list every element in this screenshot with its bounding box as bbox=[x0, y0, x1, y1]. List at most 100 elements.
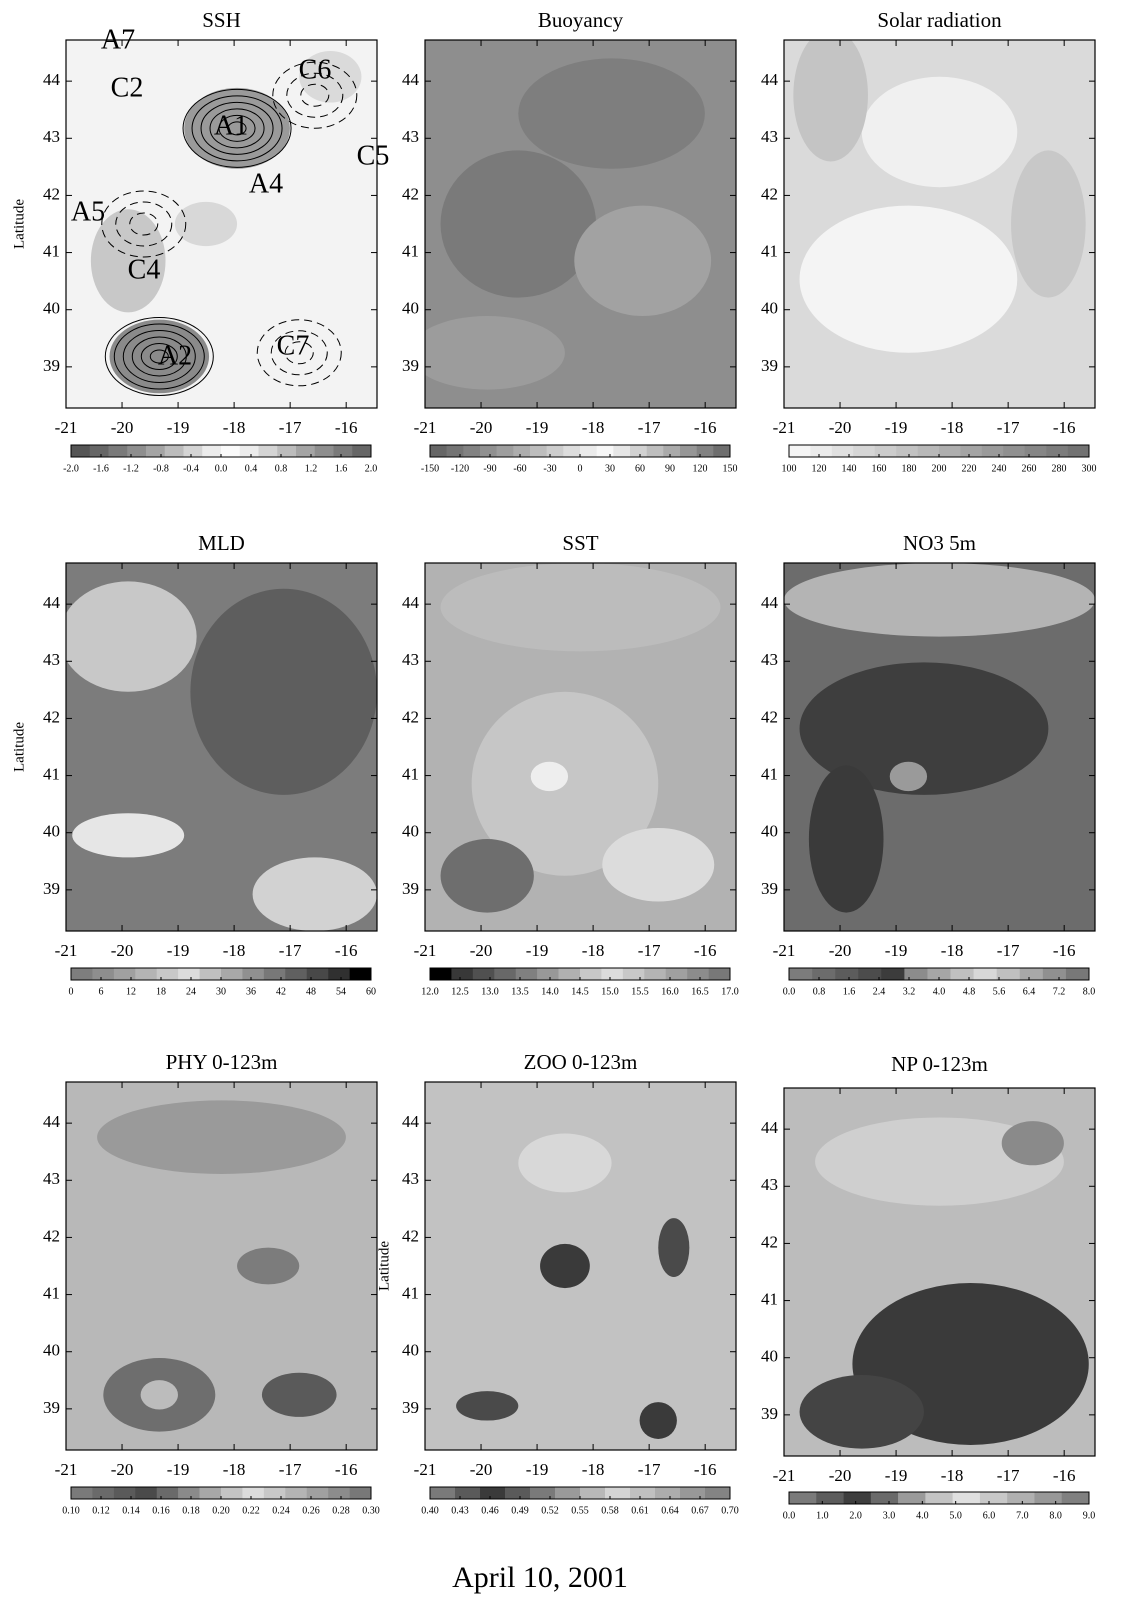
colorbar-tick-label: 240 bbox=[992, 463, 1007, 474]
y-tick-label: 41 bbox=[402, 1283, 419, 1302]
colorbar-segment bbox=[178, 968, 200, 980]
colorbar-tick-label: 0.8 bbox=[813, 986, 826, 997]
colorbar-segment bbox=[135, 1487, 158, 1499]
field-feature bbox=[530, 761, 569, 792]
colorbar-segment bbox=[494, 968, 517, 980]
colorbar-segment bbox=[925, 1492, 953, 1504]
colorbar-tick-label: 15.5 bbox=[631, 986, 649, 997]
y-tick-label: 40 bbox=[402, 299, 419, 318]
y-tick-label: 40 bbox=[43, 822, 60, 841]
x-tick-label: -20 bbox=[829, 418, 852, 437]
panel: NO3 5m -21 -20 -19 -18 -17 -16 39 40 41 42 43 44 0.0 0… bbox=[761, 531, 1096, 997]
colorbar-tick-label: 30 bbox=[605, 463, 615, 474]
x-tick-label: -20 bbox=[470, 418, 493, 437]
x-tick-label: -21 bbox=[773, 418, 796, 437]
field-feature bbox=[799, 205, 1018, 353]
field-feature bbox=[799, 662, 1049, 795]
colorbar-frame bbox=[788, 1491, 1090, 1505]
colorbar-segment bbox=[183, 445, 203, 457]
field bbox=[784, 40, 1095, 408]
colorbar-segment bbox=[71, 1487, 93, 1499]
x-tick-label: -16 bbox=[694, 418, 717, 437]
y-tick-label: 40 bbox=[761, 299, 778, 318]
colorbar-segment bbox=[789, 968, 813, 980]
colorbar-tick-label: 0 bbox=[578, 463, 583, 474]
x-tick-label: -21 bbox=[414, 418, 437, 437]
colorbar-tick-label: 0.67 bbox=[691, 1505, 709, 1516]
colorbar-segment bbox=[1046, 445, 1068, 457]
y-tick-label: 41 bbox=[43, 1283, 60, 1302]
y-tick-label: 41 bbox=[43, 764, 60, 783]
colorbar-tick-label: 120 bbox=[693, 463, 708, 474]
x-tick-label: -17 bbox=[638, 1460, 661, 1479]
colorbar-tick-label: 6 bbox=[99, 986, 104, 997]
colorbar-segment bbox=[108, 445, 128, 457]
caption: April 10, 2001 bbox=[452, 1561, 628, 1594]
colorbar-tick-label: 0.58 bbox=[601, 1505, 619, 1516]
colorbar-segment bbox=[835, 968, 859, 980]
x-tick-label: -21 bbox=[414, 1460, 437, 1479]
colorbar-tick-label: -60 bbox=[513, 463, 526, 474]
colorbar-tick-label: 60 bbox=[635, 463, 645, 474]
frame bbox=[424, 562, 737, 932]
y-tick-label: 40 bbox=[761, 1347, 778, 1366]
field bbox=[784, 1088, 1095, 1456]
field-feature bbox=[658, 1218, 690, 1278]
colorbar-segment bbox=[546, 445, 564, 457]
panel-title: SSH bbox=[202, 8, 241, 32]
colorbar-segment bbox=[328, 1487, 350, 1499]
field-feature bbox=[97, 1100, 346, 1174]
colorbar-segment bbox=[296, 445, 316, 457]
field-feature bbox=[252, 857, 377, 931]
colorbar-tick-label: 260 bbox=[1022, 463, 1037, 474]
panel-title: Buoyancy bbox=[538, 8, 624, 32]
colorbar-tick-label: 0.26 bbox=[302, 1505, 320, 1516]
colorbar-segment bbox=[430, 445, 447, 457]
y-tick-label: 43 bbox=[402, 127, 419, 146]
x-tick-label: -21 bbox=[414, 941, 437, 960]
colorbar-segment bbox=[812, 968, 836, 980]
y-tick-label: 40 bbox=[43, 299, 60, 318]
colorbar-tick-label: 2.0 bbox=[365, 463, 378, 474]
y-tick-label: 39 bbox=[402, 1398, 419, 1417]
colorbar-tick-label: 0.0 bbox=[783, 986, 796, 997]
annotation: C5 bbox=[357, 140, 390, 171]
colorbar-segment bbox=[146, 445, 166, 457]
field-feature bbox=[174, 201, 238, 247]
colorbar-segment bbox=[917, 445, 940, 457]
colorbar-segment bbox=[71, 968, 93, 980]
field-feature bbox=[190, 588, 377, 795]
colorbar-tick-label: 13.5 bbox=[511, 986, 529, 997]
field-feature bbox=[518, 58, 705, 169]
colorbar-segment bbox=[239, 445, 259, 457]
colorbar-tick-label: 48 bbox=[306, 986, 316, 997]
colorbar-tick-label: 15.0 bbox=[601, 986, 619, 997]
colorbar-tick-label: -0.8 bbox=[153, 463, 169, 474]
colorbar-segment bbox=[816, 1492, 844, 1504]
colorbar-tick-label: 2.0 bbox=[849, 1510, 862, 1521]
y-tick-label: 40 bbox=[402, 1341, 419, 1360]
y-tick-label: 44 bbox=[402, 70, 420, 89]
colorbar-segment bbox=[1042, 968, 1067, 980]
x-tick-label: -17 bbox=[279, 1460, 302, 1479]
colorbar-tick-label: -0.4 bbox=[183, 463, 199, 474]
x-tick-label: -21 bbox=[55, 418, 78, 437]
colorbar-tick-label: 18 bbox=[156, 986, 166, 997]
y-tick-label: 41 bbox=[402, 764, 419, 783]
x-tick-label: -18 bbox=[582, 941, 605, 960]
contour bbox=[104, 316, 214, 396]
colorbar-segment bbox=[463, 445, 481, 457]
colorbar-tick-label: 1.6 bbox=[335, 463, 348, 474]
colorbar-segment bbox=[258, 445, 278, 457]
x-tick-label: -16 bbox=[1053, 1466, 1076, 1485]
panel: ZOO 0-123m -21 -20 -19 -18 -17 -16 39 40 41 42 43 44… bbox=[376, 1050, 738, 1516]
y-tick-label: 42 bbox=[761, 184, 778, 203]
colorbar-segment bbox=[156, 1487, 179, 1499]
colorbar-segment bbox=[430, 1487, 456, 1499]
contour bbox=[182, 88, 292, 168]
colorbar-tick-label: 0.61 bbox=[631, 1505, 649, 1516]
annotation: A5 bbox=[71, 196, 105, 227]
frame bbox=[65, 1081, 378, 1451]
colorbar-tick-label: 6.4 bbox=[1023, 986, 1036, 997]
colorbar-segment bbox=[530, 445, 547, 457]
